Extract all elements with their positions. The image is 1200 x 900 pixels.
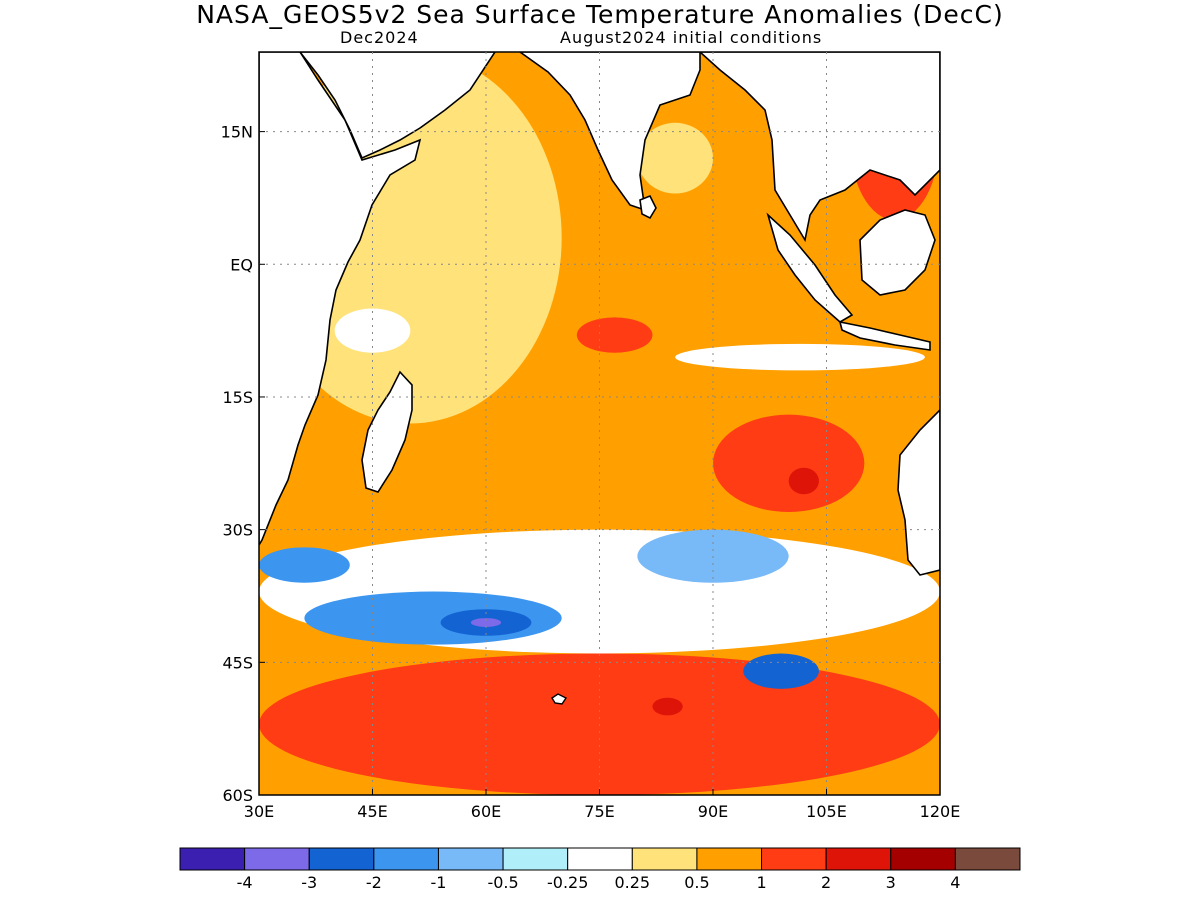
lon-tick-label: 30E (244, 802, 274, 821)
colorbar-label: 0.25 (614, 873, 650, 892)
anomaly-region-8 (713, 414, 865, 512)
anomaly-region-14 (576, 317, 653, 353)
valid-month-label: Dec2024 (340, 28, 419, 47)
java-landmass (838, 320, 931, 351)
kerguelen-island (551, 693, 568, 705)
map-gridlines (259, 52, 940, 795)
colorbar-swatch (954, 847, 1021, 871)
colorbar-label: 0.5 (684, 873, 709, 892)
lon-tick-label: 45E (357, 802, 387, 821)
colorbar-swatch (696, 847, 763, 871)
colorbar-swatch (567, 847, 633, 871)
australia-landmass (897, 408, 940, 576)
lon-tick-label: 120E (920, 802, 961, 821)
anomaly-region-7 (743, 653, 819, 689)
colorbar-swatch (373, 847, 439, 871)
colorbar-swatch (761, 847, 827, 871)
lat-tick-label: 15N (221, 123, 253, 142)
lat-tick-label: 60S (222, 786, 253, 805)
anomaly-region-13 (334, 308, 411, 353)
colorbar-swatch (244, 847, 310, 871)
arabia-landmass (298, 52, 496, 160)
anomaly-region-5 (259, 547, 350, 583)
colorbar-swatch (825, 847, 892, 871)
indochina-landmass (698, 52, 940, 243)
colorbar-label: -1 (430, 873, 446, 892)
sumatra-landmass (766, 212, 854, 323)
lat-tick-label: EQ (230, 255, 253, 274)
colorbar-label: -3 (301, 873, 317, 892)
colorbar-label: -4 (237, 873, 253, 892)
borneo-landmass (859, 209, 936, 296)
colorbar-label: 4 (950, 873, 960, 892)
colorbar-label: 3 (886, 873, 896, 892)
lon-tick-label: 60E (471, 802, 501, 821)
colorbar-swatch (631, 847, 698, 871)
colorbar-label: 2 (821, 873, 831, 892)
anomaly-region-17 (675, 343, 925, 371)
colorbar-label: -2 (366, 873, 382, 892)
sri-lanka-landmass (639, 194, 657, 220)
colorbar-swatch (890, 847, 956, 871)
map-axes: 30E 45E 60E 75E 90E 105E 120E 15N EQ 15S 30S 45S 60S (221, 123, 961, 821)
anomaly-region-4 (470, 618, 502, 627)
map-title: NASA_GEOS5v2 Sea Surface Temperature Ano… (196, 0, 1004, 29)
lon-tick-label: 75E (584, 802, 614, 821)
lat-tick-label: 15S (222, 388, 253, 407)
colorbar-swatch (179, 847, 246, 871)
lon-tick-label: 90E (698, 802, 728, 821)
anomaly-region-16 (637, 122, 714, 194)
anomaly-region-11 (652, 697, 683, 716)
colorbar: -4 -3 -2 -1 -0.5 -0.25 0.25 0.5 1 2 3 4 (179, 847, 1021, 892)
colorbar-swatch (308, 847, 375, 871)
colorbar-swatch (502, 847, 569, 871)
land-masses (259, 52, 940, 705)
madagascar-landmass (361, 370, 413, 493)
init-conditions-label: August2024 initial conditions (560, 28, 823, 47)
lon-tick-label: 105E (806, 802, 847, 821)
lat-tick-label: 30S (222, 521, 253, 540)
colorbar-label: 1 (756, 873, 766, 892)
lat-tick-label: 45S (222, 653, 253, 672)
anomaly-region-9 (788, 467, 819, 495)
colorbar-swatch (437, 847, 504, 871)
colorbar-label: -0.5 (487, 873, 518, 892)
colorbar-label: -0.25 (547, 873, 588, 892)
